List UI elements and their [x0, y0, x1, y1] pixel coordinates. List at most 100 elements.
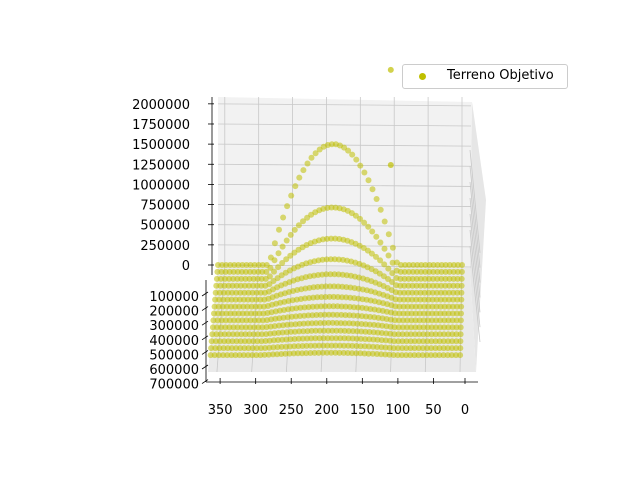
data-point: [221, 282, 228, 289]
data-point: [395, 345, 401, 352]
data-point: [253, 289, 260, 296]
data-point: [321, 320, 328, 326]
data-point: [233, 282, 240, 289]
data-point: [287, 231, 294, 238]
data-point: [243, 317, 250, 324]
data-point: [332, 235, 339, 242]
data-point: [247, 324, 253, 331]
data-point: [219, 310, 226, 317]
data-point: [252, 310, 259, 317]
data-point: [429, 296, 436, 303]
data-point: [385, 231, 392, 238]
data-point: [241, 345, 248, 352]
data-point: [403, 352, 410, 359]
data-point: [449, 324, 456, 331]
data-point: [421, 296, 428, 303]
data-point: [248, 303, 255, 310]
data-point: [275, 264, 282, 271]
data-point: [446, 289, 453, 296]
data-point: [450, 296, 457, 303]
data-point: [458, 303, 465, 310]
data-point: [434, 262, 441, 268]
data-point: [261, 296, 268, 303]
data-point: [412, 317, 419, 324]
x-tick-label: 300: [243, 403, 268, 418]
data-point: [417, 282, 424, 289]
y-gridline-side: [469, 197, 481, 298]
data-point: [240, 303, 247, 310]
data-point: [416, 310, 423, 317]
data-point: [365, 223, 372, 230]
data-point: [216, 289, 223, 296]
data-point: [213, 282, 220, 289]
data-point: [227, 310, 234, 317]
data-point: [215, 352, 222, 359]
data-point: [413, 296, 420, 303]
data-point: [417, 303, 423, 310]
data-point: [411, 338, 418, 345]
data-point: [405, 268, 412, 275]
z-gridline: [217, 204, 472, 207]
data-point: [333, 335, 340, 342]
y-tick-label: 500000: [149, 348, 199, 363]
data-point: [399, 331, 406, 338]
data-point: [385, 252, 392, 259]
data-point: [405, 289, 412, 296]
data-point: [454, 282, 461, 289]
data-point: [400, 317, 407, 324]
x-axis-ticks: 350 300 250 200 150 100 50 0: [208, 378, 469, 418]
data-point: [237, 289, 244, 296]
data-point: [243, 262, 250, 268]
data-point: [449, 345, 455, 352]
data-point: [256, 303, 263, 310]
data-point: [216, 345, 223, 352]
data-point: [422, 275, 428, 282]
data-point: [369, 228, 376, 235]
data-point: [228, 352, 235, 359]
data-point: [256, 310, 263, 317]
data-point: [245, 345, 252, 352]
data-point: [436, 345, 443, 352]
data-point: [247, 317, 254, 324]
data-point: [432, 345, 439, 352]
data-point: [444, 345, 451, 352]
data-point: [212, 338, 219, 345]
data-point: [433, 310, 440, 317]
data-point: [218, 324, 225, 331]
data-point: [405, 282, 412, 289]
data-point: [243, 310, 250, 317]
data-point: [255, 268, 262, 275]
data-point: [401, 289, 408, 296]
data-point: [438, 262, 445, 268]
y-tick: [201, 350, 209, 355]
z-tick-label: 1500000: [132, 138, 190, 153]
data-point: [325, 327, 332, 334]
data-point: [458, 296, 465, 303]
data-point: [421, 303, 428, 310]
data-point: [217, 331, 224, 338]
data-point: [408, 303, 415, 310]
data-point: [255, 317, 262, 324]
data-point: [261, 289, 268, 296]
data-point: [215, 262, 221, 268]
data-point: [211, 352, 218, 359]
data-point: [424, 317, 431, 324]
data-point: [432, 338, 439, 345]
data-point: [226, 324, 233, 331]
data-point: [292, 183, 299, 190]
data-point: [458, 282, 465, 289]
data-point: [220, 289, 227, 296]
data-point: [255, 262, 262, 268]
data-point: [315, 349, 322, 356]
data-point: [334, 294, 341, 300]
y-tick: [201, 364, 209, 370]
data-point: [336, 342, 343, 349]
data-point: [209, 331, 216, 338]
data-point: [440, 338, 447, 345]
data-point: [296, 174, 303, 181]
data-point: [230, 331, 236, 338]
data-point: [425, 289, 432, 296]
data-point: [267, 264, 274, 271]
data-point: [453, 345, 460, 352]
data-point: [449, 338, 456, 345]
